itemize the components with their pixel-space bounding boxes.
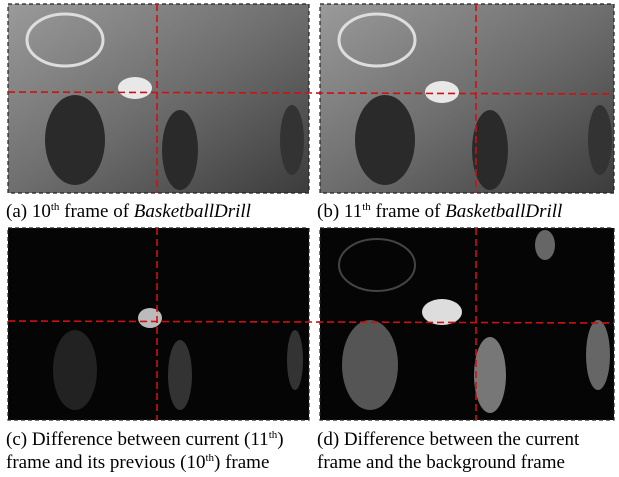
caption-text: ) frame (214, 452, 269, 473)
caption-text: frame and its previous (10 (6, 452, 205, 473)
frame-d (320, 228, 614, 420)
superscript: th (362, 201, 371, 213)
caption-text: frame of (371, 201, 445, 222)
caption-text: (b) 11 (317, 201, 362, 222)
caption-text: frame of (59, 201, 133, 222)
caption-text: frame and the background frame (317, 452, 565, 473)
caption-line: (a) 10th frame of BasketballDrill (6, 200, 311, 223)
caption-line: frame and the background frame (317, 451, 619, 474)
caption-text: ) (277, 429, 283, 450)
frame-b (320, 4, 614, 193)
sequence-name: BasketballDrill (445, 201, 562, 222)
sequence-name: BasketballDrill (134, 201, 251, 222)
frame-c (8, 228, 309, 420)
caption-line: (c) Difference between current (11th) (6, 428, 319, 451)
frame-a (8, 4, 309, 193)
caption: (c) Difference between current (11th)fra… (6, 428, 319, 474)
caption-line: frame and its previous (10th) frame (6, 451, 319, 474)
caption: (b) 11th frame of BasketballDrill (317, 200, 617, 223)
caption-line: (d) Difference between the current (317, 428, 619, 451)
caption: (a) 10th frame of BasketballDrill (6, 200, 311, 223)
caption-line: (b) 11th frame of BasketballDrill (317, 200, 617, 223)
superscript: th (205, 452, 214, 464)
figure: (a) 10th frame of BasketballDrill(b) 11t… (0, 0, 619, 477)
caption-text: (c) Difference between current (11 (6, 429, 269, 450)
superscript: th (269, 429, 278, 441)
caption-text: (a) 10 (6, 201, 51, 222)
caption-text: (d) Difference between the current (317, 429, 579, 450)
images (0, 0, 619, 477)
